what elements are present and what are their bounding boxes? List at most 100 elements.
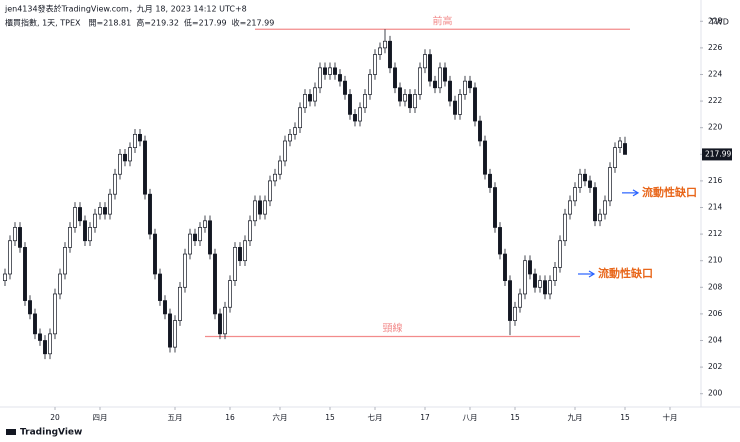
- x-tick-label: 四月: [93, 413, 108, 422]
- candle-body: [223, 306, 227, 335]
- candle-body: [148, 193, 152, 235]
- candle-body: [303, 94, 307, 109]
- candle-body: [178, 286, 182, 321]
- candle-body: [138, 133, 142, 142]
- y-tick-label: 220: [708, 123, 723, 132]
- candle-body: [438, 67, 442, 89]
- candle-body: [268, 180, 272, 202]
- candle-body: [508, 280, 512, 321]
- candle-body: [328, 67, 332, 75]
- candle-body: [503, 253, 507, 281]
- y-tick-label: 226: [708, 43, 723, 52]
- candle-body: [198, 227, 202, 242]
- candle-body: [313, 87, 317, 102]
- candle-body: [83, 220, 87, 242]
- candle-body: [433, 80, 437, 89]
- candle-body: [613, 147, 617, 168]
- brand: TradingView: [20, 428, 82, 438]
- candle-body: [373, 54, 377, 75]
- candle-body: [43, 340, 47, 355]
- candle-body: [78, 207, 82, 222]
- y-tick-label: 212: [708, 229, 723, 238]
- y-tick-label: 204: [708, 335, 723, 344]
- candle-body: [158, 273, 162, 301]
- level-label: 前高: [433, 14, 453, 27]
- x-tick-label: 15: [510, 413, 520, 422]
- candle-body: [478, 120, 482, 142]
- candle-body: [258, 200, 262, 215]
- x-tick-label: 15: [325, 413, 335, 422]
- candle-body: [213, 253, 217, 315]
- candle-body: [418, 67, 422, 95]
- candle-body: [228, 280, 232, 308]
- candle-body: [58, 273, 62, 295]
- candle-body: [443, 67, 447, 82]
- candle-body: [73, 207, 77, 228]
- candle-body: [623, 143, 627, 155]
- candle-body: [398, 87, 402, 102]
- candle-body: [233, 247, 237, 281]
- candle-body: [563, 213, 567, 242]
- candle-body: [93, 213, 97, 228]
- candle-body: [98, 207, 102, 215]
- candle-body: [473, 87, 477, 122]
- candle-body: [113, 173, 117, 195]
- candle-body: [153, 233, 157, 275]
- candle-body: [413, 94, 417, 109]
- candle-body: [263, 200, 267, 215]
- arrow-head: [588, 270, 596, 278]
- candle-body: [378, 47, 382, 55]
- candle-body: [123, 153, 127, 162]
- y-tick-label: 208: [708, 282, 723, 291]
- candle-body: [208, 220, 212, 255]
- candle-body: [363, 94, 367, 109]
- candle-body: [348, 94, 352, 115]
- candle-body: [553, 266, 557, 281]
- candle-body: [573, 187, 577, 202]
- candle-body: [603, 200, 607, 215]
- candle-body: [38, 333, 42, 341]
- candle-body: [393, 67, 397, 89]
- candle-body: [238, 247, 242, 262]
- candle-body: [133, 133, 137, 148]
- candle-body: [273, 173, 277, 182]
- candle-body: [298, 107, 302, 129]
- candle-body: [568, 200, 572, 215]
- legend: 櫃買指數, 1天, TPEX 開= 218.81 高= 219.32 低= 217.99 收=…: [5, 18, 274, 28]
- candle-body: [608, 167, 612, 202]
- y-tick-label: 202: [708, 362, 723, 371]
- candle-body: [218, 313, 222, 335]
- candle-body: [518, 293, 522, 308]
- candle-body: [583, 173, 587, 182]
- candle-body: [23, 247, 27, 301]
- candle-body: [28, 300, 32, 315]
- price-tag-label: 217.99: [705, 149, 731, 158]
- candle-body: [3, 273, 7, 281]
- candle-body: [448, 80, 452, 102]
- x-tick-label: 九月: [568, 413, 583, 422]
- candle-body: [53, 293, 57, 335]
- candle-body: [463, 80, 467, 95]
- candle-body: [88, 227, 92, 242]
- y-tick-label: 210: [708, 256, 723, 265]
- candle-body: [193, 233, 197, 242]
- y-tick-label: 222: [708, 96, 723, 105]
- candle-body: [403, 94, 407, 102]
- ohlc-label: 收=: [232, 18, 247, 28]
- candle-body: [243, 240, 247, 262]
- candle-body: [528, 260, 532, 275]
- candle-body: [343, 80, 347, 95]
- candle-body: [163, 300, 167, 315]
- ohlc-label: 高=: [136, 18, 151, 28]
- arrow-head: [632, 189, 640, 197]
- candle-body: [558, 240, 562, 268]
- candle-body: [183, 253, 187, 288]
- candle-body: [33, 313, 37, 335]
- candle-body: [543, 280, 547, 295]
- candle-body: [108, 193, 112, 215]
- ohlc-label: 低=: [184, 18, 199, 28]
- candle-body: [318, 67, 322, 89]
- candle-body: [483, 140, 487, 175]
- ohlc-label: 開=: [89, 19, 104, 28]
